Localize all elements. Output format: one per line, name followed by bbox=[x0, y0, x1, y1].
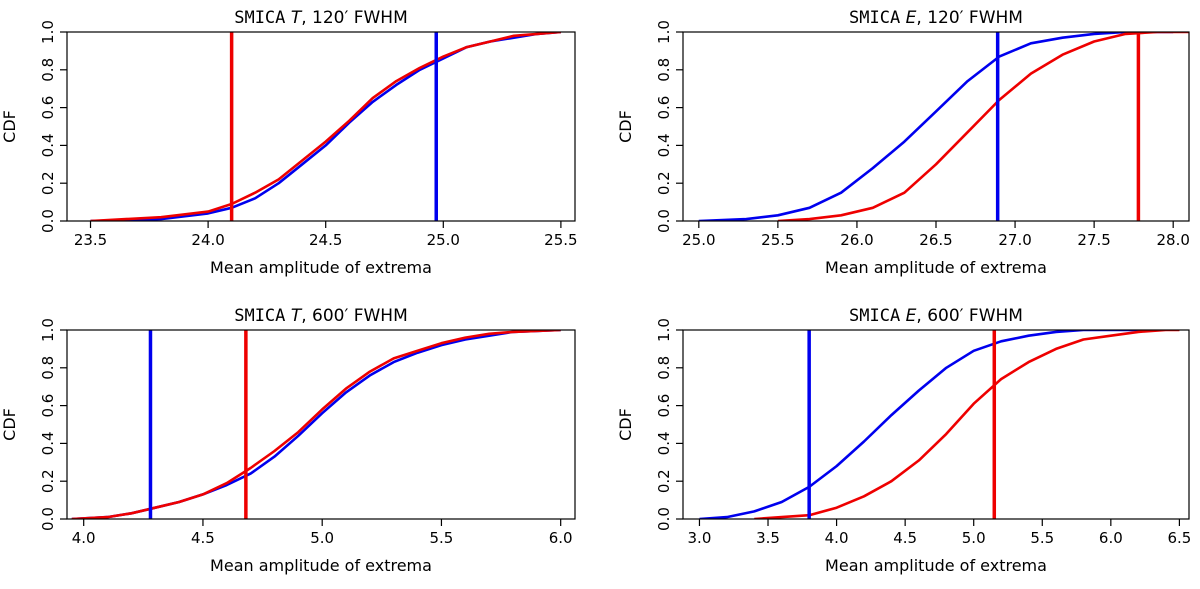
x-tick-label: 27.5 bbox=[1077, 231, 1110, 249]
series-line-blue bbox=[699, 330, 1152, 519]
x-tick-label: 28.0 bbox=[1156, 231, 1189, 249]
chart-panel-1: SMICA T, 120′ FWHM 23.5 24.0 24.5 25.0 25.5 0.… bbox=[0, 8, 578, 277]
y-tick-label: 0.6 bbox=[39, 96, 57, 120]
chart-panel-3: SMICA T, 600′ FWHM 4.0 4.5 5.0 5.5 6.0 0.0 0.2 0… bbox=[0, 306, 576, 575]
x-axis-label: Mean amplitude of extrema bbox=[210, 258, 432, 277]
y-tick-label: 0.8 bbox=[39, 58, 57, 82]
y-tick-label: 0.8 bbox=[39, 356, 57, 380]
y-tick-label: 0.2 bbox=[39, 171, 57, 195]
x-tick-label: 26.0 bbox=[840, 231, 873, 249]
x-tick-label: 3.0 bbox=[688, 529, 712, 547]
y-tick-label: 0.0 bbox=[655, 209, 673, 233]
y-axis-label: CDF bbox=[616, 408, 635, 441]
title-suffix: , 120′ FWHM bbox=[301, 8, 408, 28]
x-tick-label: 5.0 bbox=[310, 529, 334, 547]
y-tick-label: 0.6 bbox=[39, 394, 57, 418]
series-line-blue bbox=[698, 32, 1174, 221]
y-tick-label: 1.0 bbox=[39, 20, 57, 44]
x-axis-label: Mean amplitude of extrema bbox=[825, 556, 1047, 575]
x-tick-label: 3.5 bbox=[756, 529, 780, 547]
series-line-blue bbox=[71, 330, 561, 519]
chart-title: SMICA T, 120′ FWHM bbox=[234, 8, 408, 28]
y-tick-label: 0.4 bbox=[655, 133, 673, 157]
title-variable: T bbox=[291, 8, 303, 28]
y-tick-label: 0.4 bbox=[655, 431, 673, 455]
plot-frame bbox=[66, 329, 576, 520]
x-tick-label: 26.5 bbox=[919, 231, 952, 249]
series-line-red bbox=[777, 32, 1189, 221]
y-tick-label: 0.4 bbox=[39, 133, 57, 157]
y-tick-label: 0.2 bbox=[655, 469, 673, 493]
chart-title: SMICA E, 600′ FWHM bbox=[849, 306, 1023, 326]
y-tick-label: 0.2 bbox=[655, 171, 673, 195]
title-suffix: , 120′ FWHM bbox=[916, 8, 1023, 28]
plot-frame bbox=[66, 31, 576, 222]
x-tick-label: 6.0 bbox=[549, 529, 573, 547]
x-tick-label: 27.0 bbox=[998, 231, 1031, 249]
y-tick-label: 1.0 bbox=[39, 318, 57, 342]
y-tick-label: 1.0 bbox=[655, 20, 673, 44]
x-tick-label: 4.5 bbox=[191, 529, 215, 547]
x-tick-label: 6.0 bbox=[1099, 529, 1123, 547]
y-tick-label: 0.8 bbox=[655, 356, 673, 380]
x-tick-label: 24.5 bbox=[309, 231, 342, 249]
x-tick-label: 5.5 bbox=[1030, 529, 1054, 547]
y-tick-label: 0.6 bbox=[655, 394, 673, 418]
x-tick-label: 24.0 bbox=[191, 231, 224, 249]
plot-frame bbox=[682, 31, 1190, 222]
x-tick-label: 4.0 bbox=[825, 529, 849, 547]
x-tick-label: 5.0 bbox=[962, 529, 986, 547]
chart-title: SMICA T, 600′ FWHM bbox=[234, 306, 408, 326]
y-tick-label: 0.0 bbox=[39, 507, 57, 531]
title-prefix: SMICA bbox=[849, 306, 900, 326]
y-tick-label: 0.0 bbox=[39, 209, 57, 233]
y-tick-label: 0.0 bbox=[655, 507, 673, 531]
series-line-red bbox=[90, 32, 562, 221]
x-tick-label: 5.5 bbox=[430, 529, 454, 547]
x-tick-label: 25.5 bbox=[761, 231, 794, 249]
x-tick-label: 4.0 bbox=[72, 529, 96, 547]
y-tick-label: 0.4 bbox=[39, 431, 57, 455]
y-tick-label: 1.0 bbox=[655, 318, 673, 342]
title-prefix: SMICA bbox=[234, 306, 285, 326]
x-tick-label: 25.0 bbox=[427, 231, 460, 249]
x-tick-label: 25.0 bbox=[682, 231, 715, 249]
title-prefix: SMICA bbox=[849, 8, 900, 28]
y-tick-label: 0.8 bbox=[655, 58, 673, 82]
y-axis-label: CDF bbox=[0, 110, 19, 143]
title-suffix: , 600′ FWHM bbox=[916, 306, 1023, 326]
y-axis-label: CDF bbox=[616, 110, 635, 143]
title-suffix: , 600′ FWHM bbox=[301, 306, 408, 326]
y-tick-label: 0.6 bbox=[655, 96, 673, 120]
series-line-red bbox=[71, 330, 561, 519]
x-tick-label: 6.5 bbox=[1167, 529, 1191, 547]
title-variable: T bbox=[291, 306, 303, 326]
title-variable: E bbox=[906, 306, 917, 326]
x-tick-label: 23.5 bbox=[74, 231, 107, 249]
chart-title: SMICA E, 120′ FWHM bbox=[849, 8, 1023, 28]
y-axis-label: CDF bbox=[0, 408, 19, 441]
x-axis-label: Mean amplitude of extrema bbox=[210, 556, 432, 575]
title-prefix: SMICA bbox=[234, 8, 285, 28]
series-line-blue bbox=[90, 32, 562, 221]
y-tick-label: 0.2 bbox=[39, 469, 57, 493]
x-axis-label: Mean amplitude of extrema bbox=[825, 258, 1047, 277]
x-tick-label: 25.5 bbox=[544, 231, 577, 249]
plot-frame bbox=[682, 329, 1190, 520]
chart-panel-2: SMICA E, 120′ FWHM 25.0 25.5 26.0 26.5 27.0 27… bbox=[616, 8, 1190, 277]
title-variable: E bbox=[906, 8, 917, 28]
x-tick-label: 4.5 bbox=[893, 529, 917, 547]
series-line-red bbox=[754, 330, 1180, 519]
chart-panel-4: SMICA E, 600′ FWHM 3.0 3.5 4.0 4.5 5.0 5.5 6.0 6… bbox=[616, 306, 1191, 575]
